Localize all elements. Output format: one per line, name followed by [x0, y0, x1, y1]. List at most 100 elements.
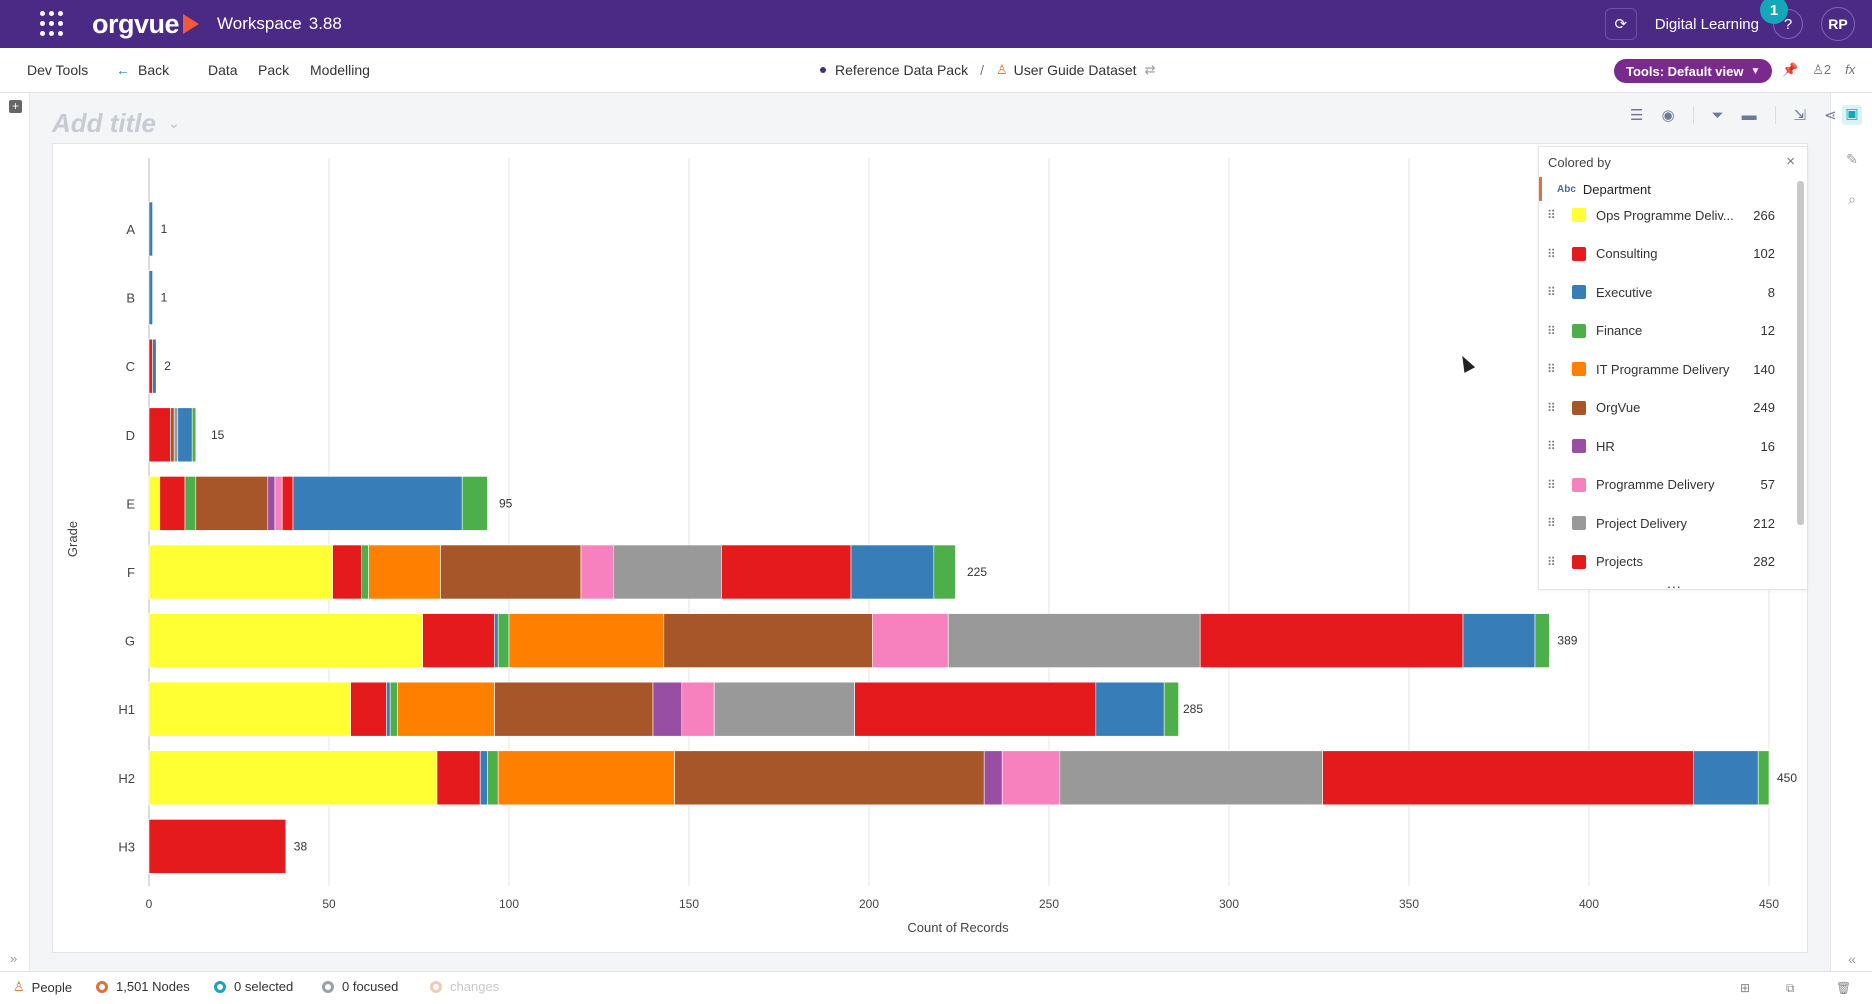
pack-name[interactable]: Reference Data Pack	[835, 62, 969, 78]
bar-segment[interactable]	[152, 338, 157, 394]
refresh-icon[interactable]: ⇄	[1144, 62, 1156, 77]
legend-item[interactable]: ⠿ Consulting 102	[1539, 242, 1791, 266]
bar-segment[interactable]	[397, 681, 495, 737]
user-avatar[interactable]: RP	[1821, 7, 1855, 41]
color-swatch[interactable]	[1572, 362, 1586, 376]
drag-handle-icon[interactable]: ⠿	[1547, 477, 1556, 492]
filter-icon[interactable]: ⏷	[1711, 106, 1724, 124]
edit-pencil-icon[interactable]: ✎	[1846, 151, 1858, 167]
bar-segment[interactable]	[983, 750, 1003, 806]
bar-segment[interactable]	[148, 338, 153, 394]
list-icon[interactable]: ☰	[1630, 107, 1644, 124]
bar-segment[interactable]	[148, 544, 333, 600]
legend-item[interactable]: ⠿ Projects 282	[1539, 550, 1791, 574]
duplicate-icon[interactable]: ⧉	[1786, 981, 1795, 995]
color-swatch[interactable]	[1572, 516, 1586, 530]
bar-segment[interactable]	[461, 476, 488, 531]
bar-segment[interactable]	[1001, 750, 1061, 806]
legend-more[interactable]: ...	[1667, 575, 1682, 591]
drag-handle-icon[interactable]: ⠿	[1547, 516, 1556, 530]
tools-view-button[interactable]: Tools: Default view ▼	[1614, 59, 1773, 83]
bar-segment[interactable]	[850, 544, 935, 600]
focused-status[interactable]: 0 focused	[322, 979, 398, 994]
export-icon[interactable]: ⇲	[1793, 107, 1807, 124]
comment-icon[interactable]: ▬	[1741, 106, 1757, 124]
chart-panel-icon[interactable]: ▣	[1842, 105, 1862, 125]
expand-right-icon[interactable]: »	[10, 951, 18, 966]
bar-segment[interactable]	[1693, 750, 1759, 806]
legend-item[interactable]: ⠿ Executive 8	[1539, 280, 1791, 304]
bar-segment[interactable]	[854, 681, 1097, 737]
bar-segment[interactable]	[148, 819, 287, 874]
delete-icon[interactable]: 🗑	[1836, 981, 1852, 995]
dataset-name[interactable]: User Guide Dataset	[1013, 62, 1137, 78]
drag-handle-icon[interactable]: ⠿	[1547, 246, 1556, 261]
view-title[interactable]: Add title ⌄	[52, 108, 180, 139]
bar-segment[interactable]	[580, 544, 614, 600]
people-count[interactable]: ♙2	[1812, 62, 1832, 77]
bar-segment[interactable]	[292, 476, 463, 531]
people-status[interactable]: ♙ People	[13, 979, 72, 995]
function-icon[interactable]: fx	[1845, 62, 1856, 77]
color-swatch[interactable]	[1572, 323, 1586, 338]
bar-segment[interactable]	[148, 407, 171, 463]
bar-segment[interactable]	[267, 476, 276, 531]
bar-segment[interactable]	[494, 681, 654, 737]
bar-segment[interactable]	[281, 476, 294, 531]
orgvue-logo[interactable]: orgvue	[92, 9, 200, 40]
color-swatch[interactable]	[1572, 285, 1586, 299]
drag-handle-icon[interactable]: ⠿	[1547, 323, 1556, 338]
bar-segment[interactable]	[148, 750, 438, 806]
search-icon[interactable]: ⌕	[1848, 191, 1856, 207]
app-launcher-icon[interactable]	[40, 11, 66, 37]
bar-segment[interactable]	[184, 476, 197, 531]
legend-item[interactable]: ⠿ Programme Delivery 57	[1539, 473, 1791, 497]
bar-segment[interactable]	[195, 476, 269, 531]
bar-segment[interactable]	[721, 544, 852, 600]
bar-segment[interactable]	[487, 750, 499, 806]
bar-segment[interactable]	[332, 544, 362, 600]
bar-segment[interactable]	[508, 613, 665, 668]
bar-segment[interactable]	[177, 407, 193, 463]
notification-badge[interactable]: 1	[1760, 0, 1788, 24]
legend-item[interactable]: ⠿ IT Programme Delivery 140	[1539, 357, 1791, 381]
bar-segment[interactable]	[148, 270, 153, 325]
bar-segment[interactable]	[148, 613, 423, 668]
bar-segment[interactable]	[1095, 681, 1165, 737]
legend-item[interactable]: ⠿ Project Delivery 212	[1539, 511, 1791, 535]
bar-segment[interactable]	[191, 407, 197, 463]
back-arrow-icon[interactable]: ←	[116, 62, 130, 78]
drag-handle-icon[interactable]: ⠿	[1547, 400, 1556, 415]
drag-handle-icon[interactable]: ⠿	[1547, 362, 1556, 376]
bar-segment[interactable]	[933, 544, 956, 600]
color-swatch[interactable]	[1572, 554, 1586, 569]
bar-segment[interactable]	[497, 750, 675, 806]
org-name[interactable]: Digital Learning	[1654, 15, 1759, 33]
bar-segment[interactable]	[159, 476, 186, 531]
changes-status[interactable]: changes	[430, 979, 499, 994]
add-icon[interactable]: +	[9, 100, 22, 113]
add-item-icon[interactable]: ⊞	[1740, 981, 1751, 995]
bar-segment[interactable]	[613, 544, 722, 600]
collapse-left-icon[interactable]: «	[1848, 951, 1856, 967]
legend-item[interactable]: ⠿ HR 16	[1539, 434, 1791, 458]
color-swatch[interactable]	[1572, 208, 1586, 222]
bar-segment[interactable]	[681, 681, 715, 737]
close-icon[interactable]: ×	[1786, 153, 1795, 170]
bar-segment[interactable]	[1163, 681, 1179, 737]
selected-status[interactable]: 0 selected	[214, 979, 293, 994]
bar-segment[interactable]	[440, 544, 582, 600]
bar-segment[interactable]	[148, 201, 153, 257]
drag-handle-icon[interactable]: ⠿	[1547, 285, 1556, 299]
bar-segment[interactable]	[663, 613, 873, 668]
bar-segment[interactable]	[1199, 613, 1464, 668]
pin-icon[interactable]: 📌	[1782, 62, 1799, 77]
bar-segment[interactable]	[1059, 750, 1323, 806]
bar-segment[interactable]	[479, 750, 488, 806]
legend-item[interactable]: ⠿ OrgVue 249	[1539, 396, 1791, 420]
title-placeholder[interactable]: Add title	[52, 108, 156, 138]
bar-segment[interactable]	[148, 476, 161, 531]
bar-segment[interactable]	[436, 750, 481, 806]
dev-tools-link[interactable]: Dev Tools	[27, 62, 89, 78]
legend-field[interactable]: Abc Department	[1539, 177, 1791, 201]
